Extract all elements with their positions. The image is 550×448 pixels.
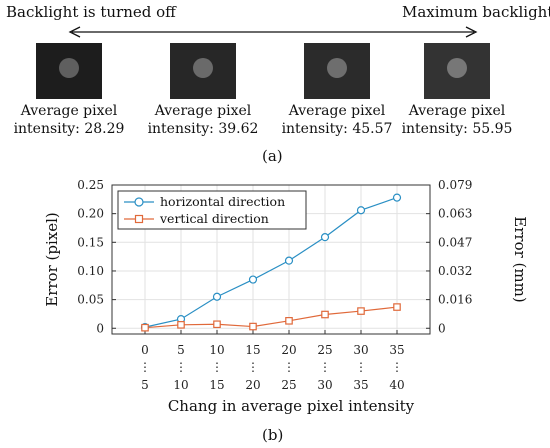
y-tick-label: 0 [96,321,104,335]
x-tick-label-bottom: 15 [209,378,224,392]
x-tick-label-top: 30 [353,343,368,357]
x-tick-ellipsis: ⋮ [139,360,151,374]
legend-marker-square [134,214,144,224]
y-right-tick-label: 0.047 [438,235,472,249]
bright-spot [327,58,347,78]
legend-box [117,190,307,230]
x-tick-ellipsis: ⋮ [355,360,367,374]
data-point-circle [356,206,366,215]
panel-b-label: (b) [262,426,284,444]
y-tick-label: 0.15 [77,235,104,249]
data-point-square [357,307,365,315]
y-right-tick-label: 0.032 [438,264,472,278]
data-point-square [249,322,257,331]
x-tick-ellipsis: ⋮ [391,360,403,374]
error-chart: 0 0.05 0.10 0.15 0.20 0.25 0 0.016 0.032 0.047 0.0… [43,178,529,415]
thumbnail-caption: Average pixel intensity: 55.95 [392,102,522,138]
series-line [144,197,398,328]
maximum-backlight-label: Maximum backlight [402,3,550,21]
x-tick-ellipsis: ⋮ [283,360,295,374]
data-point-circle [284,256,294,265]
x-tick-label-bottom: 20 [245,378,260,392]
caption-line-1: Average pixel [154,103,252,119]
plot-frame [111,184,431,335]
legend-entry: vertical direction [159,211,269,226]
x-tick-ellipsis: ⋮ [319,360,331,374]
y-right-tick-label: 0 [438,321,446,335]
x-tick-label-top: 0 [141,343,149,357]
x-tick-label-bottom: 10 [173,378,188,392]
x-tick-label-bottom: 5 [141,378,149,392]
thumbnail-caption: Average pixel intensity: 39.62 [138,102,268,138]
data-point-square [321,310,329,319]
data-point-square [141,323,149,332]
caption-line-2: intensity: 39.62 [147,121,259,137]
legend-entry: horizontal direction [160,194,285,209]
backlight-off-label: Backlight is turned off [6,3,176,21]
series-line [144,306,398,329]
data-point-circle [248,275,258,284]
caption-line-2: intensity: 28.29 [13,121,125,137]
data-point-square [213,320,221,329]
x-tick-label-top: 10 [209,343,224,357]
x-axis-label: Chang in average pixel intensity [168,397,415,415]
caption-line-1: Average pixel [20,103,118,119]
x-tick-label-top: 20 [281,343,296,357]
y-tick-label: 0.20 [77,207,104,221]
x-tick-ellipsis: ⋮ [211,360,223,374]
x-tick-label-bottom: 30 [317,378,332,392]
data-point-circle [212,292,222,301]
thumbnail-caption: Average pixel intensity: 28.29 [4,102,134,138]
panel-a-label: (a) [262,147,283,165]
x-tick-label-bottom: 25 [281,378,296,392]
x-tick-label-top: 25 [317,343,332,357]
x-tick-ellipsis: ⋮ [247,360,259,374]
data-point-circle [320,233,330,242]
x-tick-ellipsis: ⋮ [175,360,187,374]
y-axis-label: Error (pixel) [43,212,61,307]
x-tick-label-top: 35 [389,343,404,357]
x-tick-label-top: 15 [245,343,260,357]
data-point-square [393,303,401,311]
y-right-axis-label: Error (mm) [511,216,529,302]
backlight-thumbnail [304,43,370,99]
y-tick-label: 0.10 [77,264,104,278]
backlight-thumbnail [424,43,490,99]
x-tick-label-bottom: 40 [389,378,404,392]
caption-line-2: intensity: 45.57 [281,121,393,137]
x-tick-label-top: 5 [177,343,185,357]
backlight-thumbnail [170,43,236,99]
caption-line-2: intensity: 55.95 [401,121,513,137]
thumbnail-caption: Average pixel intensity: 45.57 [272,102,402,138]
y-tick-label: 0.25 [77,178,104,192]
y-right-tick-label: 0.079 [438,178,472,192]
backlight-arrow [68,26,478,38]
backlight-thumbnail [36,43,102,99]
caption-line-1: Average pixel [288,103,386,119]
data-point-square [285,317,293,325]
bright-spot [447,58,467,78]
y-tick-label: 0.05 [77,293,104,307]
y-right-tick-label: 0.016 [438,293,472,307]
y-right-tick-label: 0.063 [438,207,472,221]
caption-line-1: Average pixel [408,103,506,119]
x-tick-label-bottom: 35 [353,378,368,392]
data-point-square [177,321,185,329]
legend-marker-circle [134,197,144,207]
data-point-circle [392,193,402,202]
bright-spot [193,58,213,78]
bright-spot [59,58,79,78]
